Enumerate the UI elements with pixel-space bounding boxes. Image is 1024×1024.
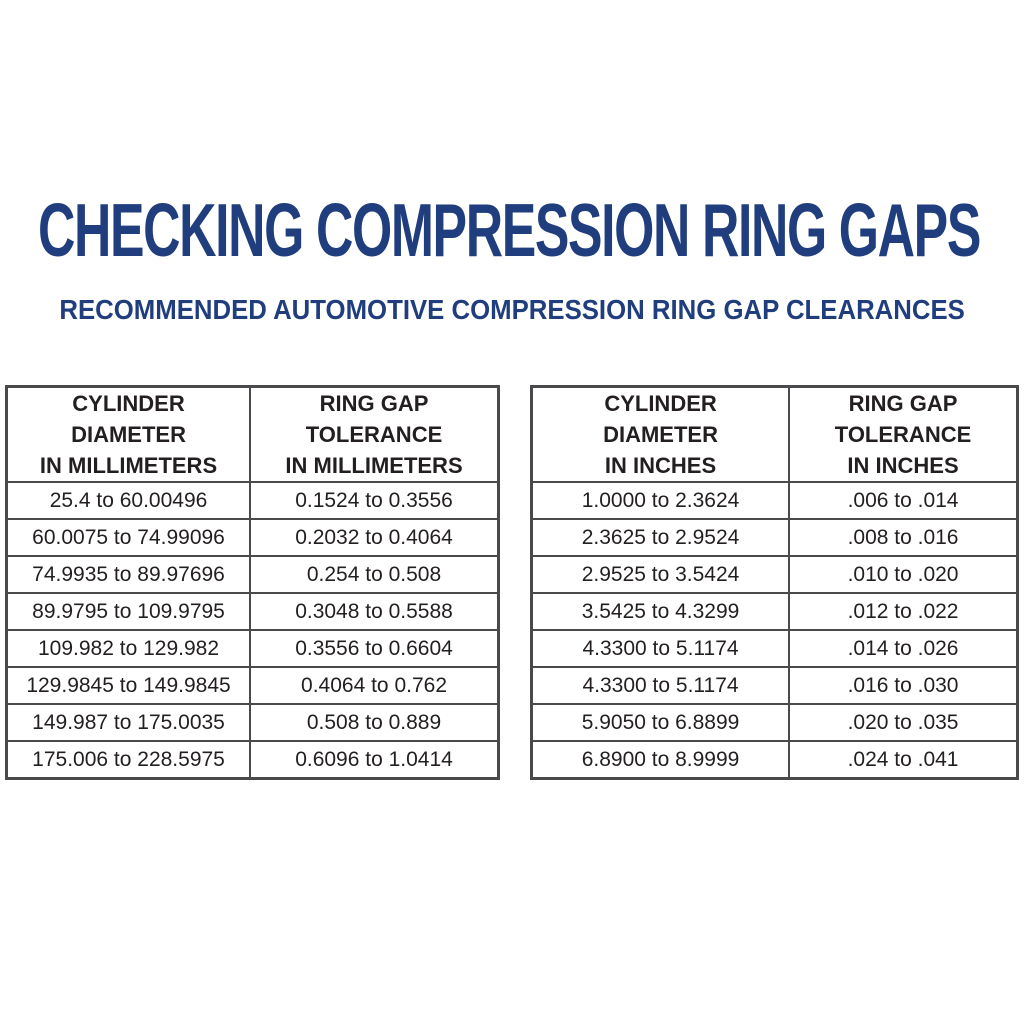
ring-gap-tolerance-cell: 0.6096 to 1.0414	[249, 740, 500, 780]
millimeters-table: CYLINDER DIAMETER IN MILLIMETERS RING GA…	[5, 385, 500, 780]
cylinder-diameter-cell: 149.987 to 175.0035	[5, 703, 252, 742]
cylinder-diameter-cell: 1.0000 to 2.3624	[530, 481, 791, 520]
cylinder-diameter-cell: 60.0075 to 74.99096	[5, 518, 252, 557]
header-line: TOLERANCE	[834, 422, 972, 447]
mm-ring-gap-tolerance-header: RING GAP TOLERANCE IN MILLIMETERS	[249, 385, 500, 483]
table-row: 5.9050 to 6.8899 .020 to .035	[530, 703, 1019, 742]
header-line: IN MILLIMETERS	[39, 453, 218, 478]
header-line: RING GAP	[319, 391, 429, 416]
page-title: CHECKING COMPRESSION RING GAPS	[38, 188, 981, 272]
ring-gap-tolerance-cell: .006 to .014	[788, 481, 1019, 520]
header-line: DIAMETER	[603, 422, 718, 447]
table-row: 74.9935 to 89.97696 0.254 to 0.508	[5, 555, 500, 594]
table-row: 1.0000 to 2.3624 .006 to .014	[530, 481, 1019, 520]
cylinder-diameter-cell: 2.9525 to 3.5424	[530, 555, 791, 594]
inches-table: CYLINDER DIAMETER IN INCHES RING GAP TOL…	[530, 385, 1019, 780]
ring-gap-tolerance-cell: .012 to .022	[788, 592, 1019, 631]
page-subtitle: RECOMMENDED AUTOMOTIVE COMPRESSION RING …	[59, 294, 965, 325]
table-row: 2.9525 to 3.5424 .010 to .020	[530, 555, 1019, 594]
header-line: TOLERANCE	[305, 422, 443, 447]
ring-gap-tolerance-cell: .010 to .020	[788, 555, 1019, 594]
ring-gap-tolerance-cell: 0.1524 to 0.3556	[249, 481, 500, 520]
cylinder-diameter-cell: 6.8900 to 8.9999	[530, 740, 791, 780]
cylinder-diameter-cell: 89.9795 to 109.9795	[5, 592, 252, 631]
header-line: CYLINDER	[604, 391, 717, 416]
ring-gap-tolerance-cell: 0.508 to 0.889	[249, 703, 500, 742]
table-row: 89.9795 to 109.9795 0.3048 to 0.5588	[5, 592, 500, 631]
table-row: 175.006 to 228.5975 0.6096 to 1.0414	[5, 740, 500, 780]
cylinder-diameter-cell: 129.9845 to 149.9845	[5, 666, 252, 705]
ring-gap-tolerance-cell: .020 to .035	[788, 703, 1019, 742]
page-header: CHECKING COMPRESSION RING GAPS	[38, 193, 1024, 268]
header-line: DIAMETER	[71, 422, 186, 447]
table-row: 6.8900 to 8.9999 .024 to .041	[530, 740, 1019, 780]
table-header-row: CYLINDER DIAMETER IN MILLIMETERS RING GA…	[5, 385, 500, 483]
ring-gap-tolerance-cell: 0.4064 to 0.762	[249, 666, 500, 705]
header-line: IN MILLIMETERS	[285, 453, 463, 478]
header-line: IN INCHES	[847, 453, 959, 478]
mm-cylinder-diameter-header: CYLINDER DIAMETER IN MILLIMETERS	[5, 385, 252, 483]
cylinder-diameter-cell: 4.3300 to 5.1174	[530, 629, 791, 668]
table-row: 109.982 to 129.982 0.3556 to 0.6604	[5, 629, 500, 668]
ring-gap-tolerance-cell: .024 to .041	[788, 740, 1019, 780]
table-row: 2.3625 to 2.9524 .008 to .016	[530, 518, 1019, 557]
cylinder-diameter-cell: 4.3300 to 5.1174	[530, 666, 791, 705]
table-row: 149.987 to 175.0035 0.508 to 0.889	[5, 703, 500, 742]
table-row: 25.4 to 60.00496 0.1524 to 0.3556	[5, 481, 500, 520]
ring-gap-tolerance-cell: 0.3048 to 0.5588	[249, 592, 500, 631]
table-header-row: CYLINDER DIAMETER IN INCHES RING GAP TOL…	[530, 385, 1019, 483]
table-row: 129.9845 to 149.9845 0.4064 to 0.762	[5, 666, 500, 705]
header-line: CYLINDER	[72, 391, 185, 416]
in-cylinder-diameter-header: CYLINDER DIAMETER IN INCHES	[530, 385, 791, 483]
cylinder-diameter-cell: 25.4 to 60.00496	[5, 481, 252, 520]
ring-gap-tolerance-cell: 0.2032 to 0.4064	[249, 518, 500, 557]
cylinder-diameter-cell: 109.982 to 129.982	[5, 629, 252, 668]
cylinder-diameter-cell: 175.006 to 228.5975	[5, 740, 252, 780]
table-row: 4.3300 to 5.1174 .016 to .030	[530, 666, 1019, 705]
ring-gap-tolerance-cell: 0.3556 to 0.6604	[249, 629, 500, 668]
ring-gap-tolerance-cell: .008 to .016	[788, 518, 1019, 557]
ring-gap-tolerance-cell: 0.254 to 0.508	[249, 555, 500, 594]
cylinder-diameter-cell: 3.5425 to 4.3299	[530, 592, 791, 631]
cylinder-diameter-cell: 5.9050 to 6.8899	[530, 703, 791, 742]
header-line: RING GAP	[848, 391, 958, 416]
cylinder-diameter-cell: 74.9935 to 89.97696	[5, 555, 252, 594]
page-subheader: RECOMMENDED AUTOMOTIVE COMPRESSION RING …	[0, 296, 1024, 324]
ring-gap-tolerance-cell: .014 to .026	[788, 629, 1019, 668]
in-ring-gap-tolerance-header: RING GAP TOLERANCE IN INCHES	[788, 385, 1019, 483]
ring-gap-tolerance-cell: .016 to .030	[788, 666, 1019, 705]
table-row: 60.0075 to 74.99096 0.2032 to 0.4064	[5, 518, 500, 557]
header-line: IN INCHES	[604, 453, 717, 478]
table-row: 4.3300 to 5.1174 .014 to .026	[530, 629, 1019, 668]
cylinder-diameter-cell: 2.3625 to 2.9524	[530, 518, 791, 557]
table-row: 3.5425 to 4.3299 .012 to .022	[530, 592, 1019, 631]
